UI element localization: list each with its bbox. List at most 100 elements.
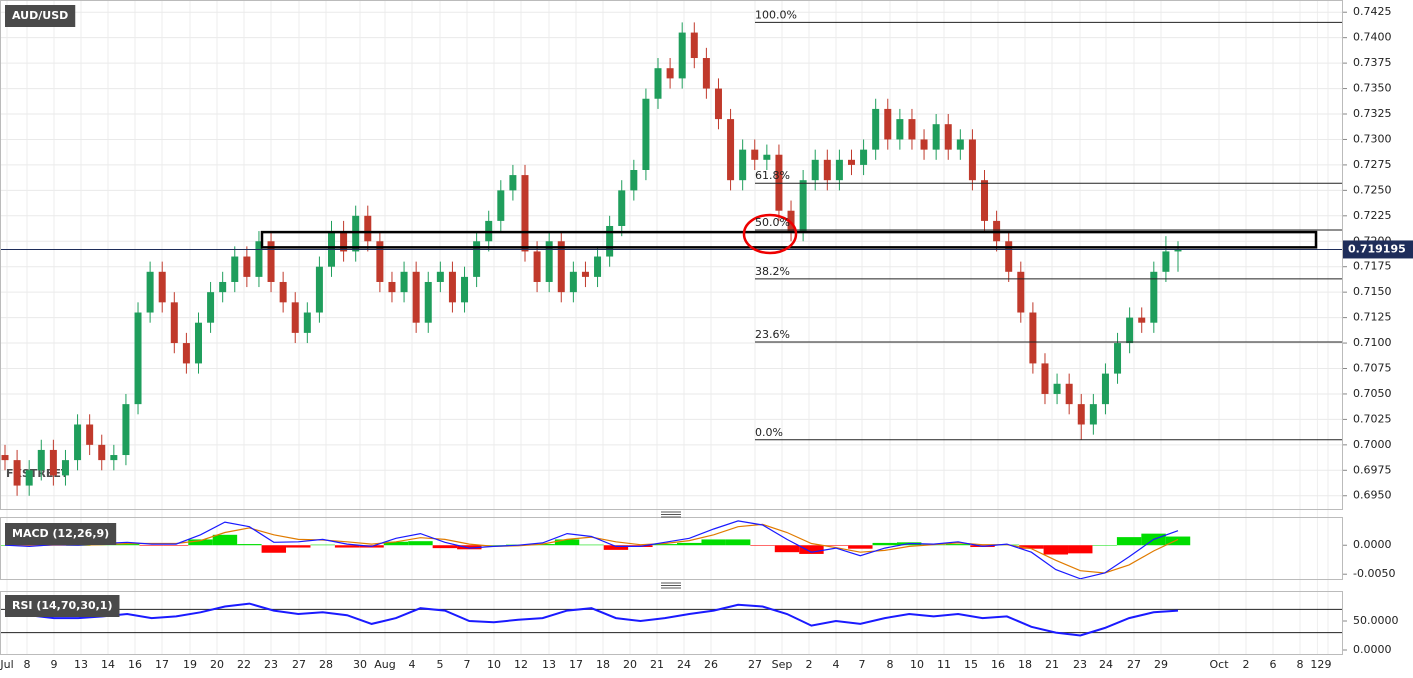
candle-body: [678, 32, 686, 79]
histogram-bar: [139, 545, 164, 546]
x-tick-label: 14: [101, 658, 115, 671]
x-tick-label: 21: [650, 658, 664, 671]
candle-body: [714, 88, 722, 120]
x-tick-label: 30: [353, 658, 367, 671]
histogram-bar: [237, 544, 262, 546]
candle-body: [920, 139, 928, 150]
histogram-bar: [1019, 545, 1044, 549]
candle-body: [956, 139, 964, 150]
candle-body: [606, 225, 614, 257]
candle-body: [49, 449, 57, 476]
histogram-bar: [457, 545, 482, 550]
panel-title: RSI (14,70,30,1): [12, 599, 112, 612]
histogram-bar: [872, 542, 897, 546]
panel-title: MACD (12,26,9): [12, 527, 109, 540]
histogram-bar: [188, 539, 213, 546]
x-tick-label: 8: [887, 658, 894, 671]
panel-grip[interactable]: [661, 582, 681, 589]
y-tick-label: 0.7425: [1353, 5, 1392, 18]
x-tick-label: 16: [128, 658, 142, 671]
candle-body: [702, 58, 710, 89]
last-price-box: [1343, 240, 1413, 259]
candle-body: [751, 149, 759, 160]
candle-body: [37, 449, 45, 471]
candle-body: [388, 281, 396, 293]
candle-body: [968, 139, 976, 181]
candle-body: [908, 119, 916, 140]
candle-body: [376, 241, 384, 282]
x-tick-label: 4: [833, 658, 840, 671]
x-tick-label: 24: [1099, 658, 1113, 671]
candle-body: [219, 281, 227, 293]
histogram-bar: [799, 545, 824, 554]
candle-body: [1089, 404, 1097, 425]
candle-body: [581, 271, 589, 277]
histogram-bar: [1092, 545, 1117, 546]
candle-body: [642, 98, 650, 170]
histogram-bar: [554, 539, 580, 546]
histogram-bar: [1068, 545, 1093, 554]
y-tick-label: 0.7300: [1353, 132, 1392, 145]
histogram-bar: [163, 545, 189, 546]
x-tick-label: 10: [910, 658, 924, 671]
x-tick-label: 13: [542, 658, 556, 671]
x-tick-label: Aug: [374, 658, 395, 671]
candle-body: [61, 460, 69, 476]
panel-grip[interactable]: [661, 511, 681, 518]
candle-body: [13, 460, 21, 486]
x-tick-label: 10: [487, 658, 501, 671]
x-tick-label: 2: [1243, 658, 1250, 671]
y-tick-label: 0.7375: [1353, 56, 1392, 69]
y-tick-label: 0.6975: [1353, 463, 1392, 476]
histogram-bar: [310, 544, 335, 546]
candle-body: [279, 281, 287, 303]
histogram-bar: [1116, 537, 1142, 546]
y-tick-label: 0.7225: [1353, 209, 1392, 222]
x-tick-label: Oct: [1209, 658, 1229, 671]
panel-title: AUD/USD: [12, 9, 68, 22]
candle-body: [1150, 271, 1158, 323]
candle-body: [884, 108, 892, 140]
candle-body: [134, 312, 142, 405]
x-tick-label: 29: [1154, 658, 1168, 671]
candle-body: [763, 154, 771, 160]
y-tick-label: 0.7350: [1353, 82, 1392, 95]
x-tick-label: 22: [237, 658, 251, 671]
candle-body: [860, 149, 868, 165]
fib-label: 23.6%: [755, 328, 790, 341]
histogram-bar: [603, 545, 629, 550]
rsi-panel-frame: [0, 591, 1343, 655]
x-tick-label: 8: [24, 658, 31, 671]
candle-body: [74, 424, 82, 461]
x-tick-label: Jul: [0, 658, 14, 671]
x-tick-label: 20: [210, 658, 224, 671]
candle-body: [182, 343, 190, 364]
candle-body: [594, 256, 602, 277]
candle-body: [146, 271, 154, 313]
candle-body: [847, 159, 855, 165]
x-tick-label: 13: [74, 658, 88, 671]
candle-body: [291, 302, 299, 333]
x-tick-label: 28: [319, 658, 333, 671]
candle-body: [1005, 241, 1013, 272]
x-tick-label: 7: [464, 658, 471, 671]
y-tick-label: 0.7050: [1353, 387, 1392, 400]
y-tick-label: 0.7100: [1353, 336, 1392, 349]
candle-body: [231, 256, 239, 282]
candle-body: [932, 124, 940, 150]
candle-body: [569, 271, 577, 293]
x-tick-label: 18: [1018, 658, 1032, 671]
x-tick-label: 11: [937, 658, 951, 671]
candle-body: [944, 124, 952, 150]
histogram-bar: [652, 544, 678, 546]
candle-body: [666, 68, 674, 79]
candle-body: [98, 444, 106, 461]
histogram-bar: [725, 539, 751, 546]
y-tick-label: 0.7175: [1353, 260, 1392, 273]
x-tick-label: 2: [806, 658, 813, 671]
x-tick-label: 20: [623, 658, 637, 671]
candle-body: [1065, 383, 1073, 405]
histogram-bar: [1165, 536, 1191, 546]
